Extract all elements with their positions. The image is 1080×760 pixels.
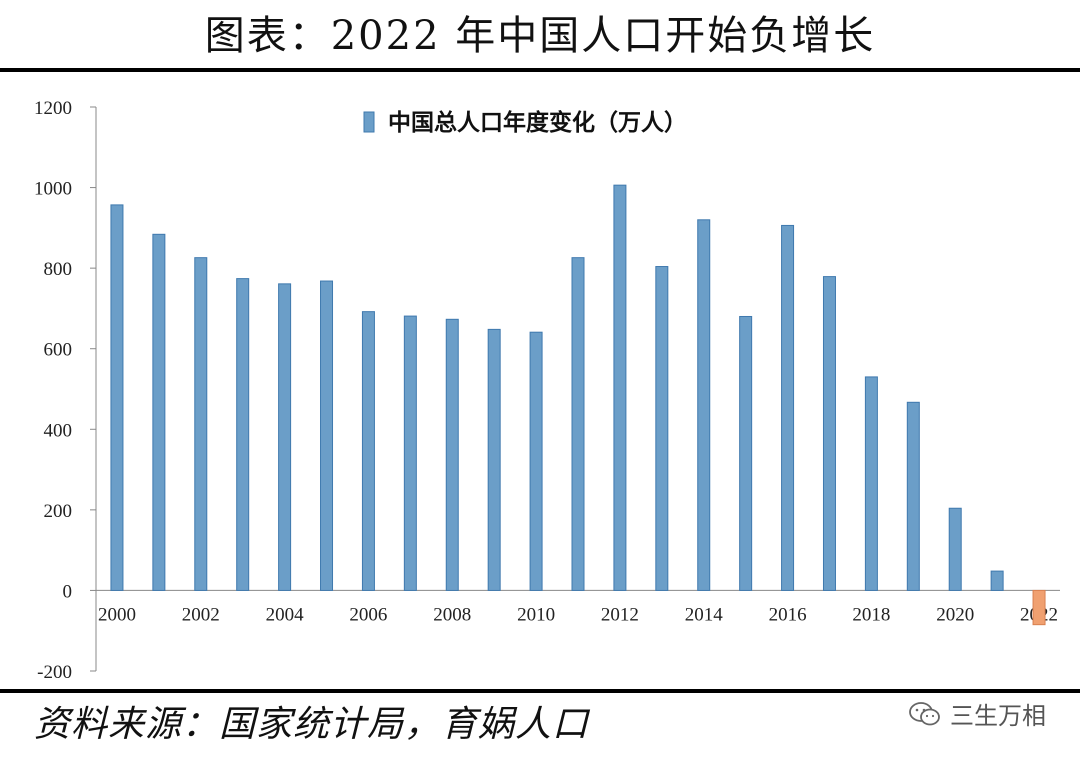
y-tick-label: -200 xyxy=(37,662,72,683)
bottom-rule xyxy=(0,689,1080,693)
x-tick-label: 2002 xyxy=(182,604,220,625)
x-tick-label: 2012 xyxy=(601,604,639,625)
x-tick-label: 2004 xyxy=(266,604,305,625)
y-tick-label: 600 xyxy=(44,340,73,361)
bar-2012 xyxy=(613,184,627,591)
y-axis: -200 0 200 400 600 800 1000 1200 xyxy=(34,98,97,683)
y-tick-label: 1000 xyxy=(34,179,72,200)
bar-2005 xyxy=(320,280,334,591)
y-tick-label: 800 xyxy=(44,259,73,280)
y-tick-label: 1200 xyxy=(34,98,72,119)
x-tick-label: 2020 xyxy=(936,604,974,625)
bar-2007 xyxy=(403,315,417,591)
y-tick-label: 200 xyxy=(44,501,73,522)
x-tick-label: 2018 xyxy=(852,604,890,625)
bar-2020 xyxy=(948,507,962,591)
chart-title: 图表：2022 年中国人口开始负增长 xyxy=(204,13,876,59)
legend: 中国总人口年度变化（万人） xyxy=(363,109,687,135)
bar-2010 xyxy=(529,331,543,591)
x-tick-label: 2016 xyxy=(769,604,807,625)
x-tick-label: 2008 xyxy=(433,604,471,625)
watermark: 三生万相 xyxy=(908,696,1046,731)
bar-2021 xyxy=(990,570,1004,591)
bars xyxy=(110,184,1046,626)
bar-2003 xyxy=(236,278,250,591)
y-tick-label: 0 xyxy=(63,581,73,602)
bar-2022 xyxy=(1032,589,1046,626)
bar-2009 xyxy=(487,328,501,591)
bar-2001 xyxy=(152,233,166,591)
source-note: 资料来源：国家统计局，育娲人口 xyxy=(34,704,590,745)
wechat-icon xyxy=(909,701,940,725)
bar-2013 xyxy=(655,266,669,591)
bar-2000 xyxy=(110,204,124,591)
x-tick-label: 2000 xyxy=(98,604,136,625)
top-rule xyxy=(0,68,1080,72)
bar-2019 xyxy=(906,401,920,591)
y-tick-label: 400 xyxy=(44,420,73,441)
bar-2008 xyxy=(445,318,459,591)
x-tick-label: 2006 xyxy=(349,604,387,625)
x-axis: 2000 2002 2004 2006 2008 2010 2012 2014 2016 2018… xyxy=(96,589,1060,625)
bar-2004 xyxy=(278,283,292,591)
legend-label: 中国总人口年度变化（万人） xyxy=(388,109,687,135)
bar-2016 xyxy=(781,224,795,591)
bar-2014 xyxy=(697,219,711,591)
bar-2017 xyxy=(822,276,836,591)
x-tick-label: 2014 xyxy=(685,604,724,625)
bar-2006 xyxy=(361,311,375,591)
bar-2018 xyxy=(864,376,878,591)
bar-2002 xyxy=(194,257,208,591)
bar-2011 xyxy=(571,257,585,591)
bar-2015 xyxy=(739,315,753,591)
watermark-label: 三生万相 xyxy=(950,702,1046,730)
x-tick-label: 2010 xyxy=(517,604,555,625)
legend-swatch xyxy=(363,111,375,133)
